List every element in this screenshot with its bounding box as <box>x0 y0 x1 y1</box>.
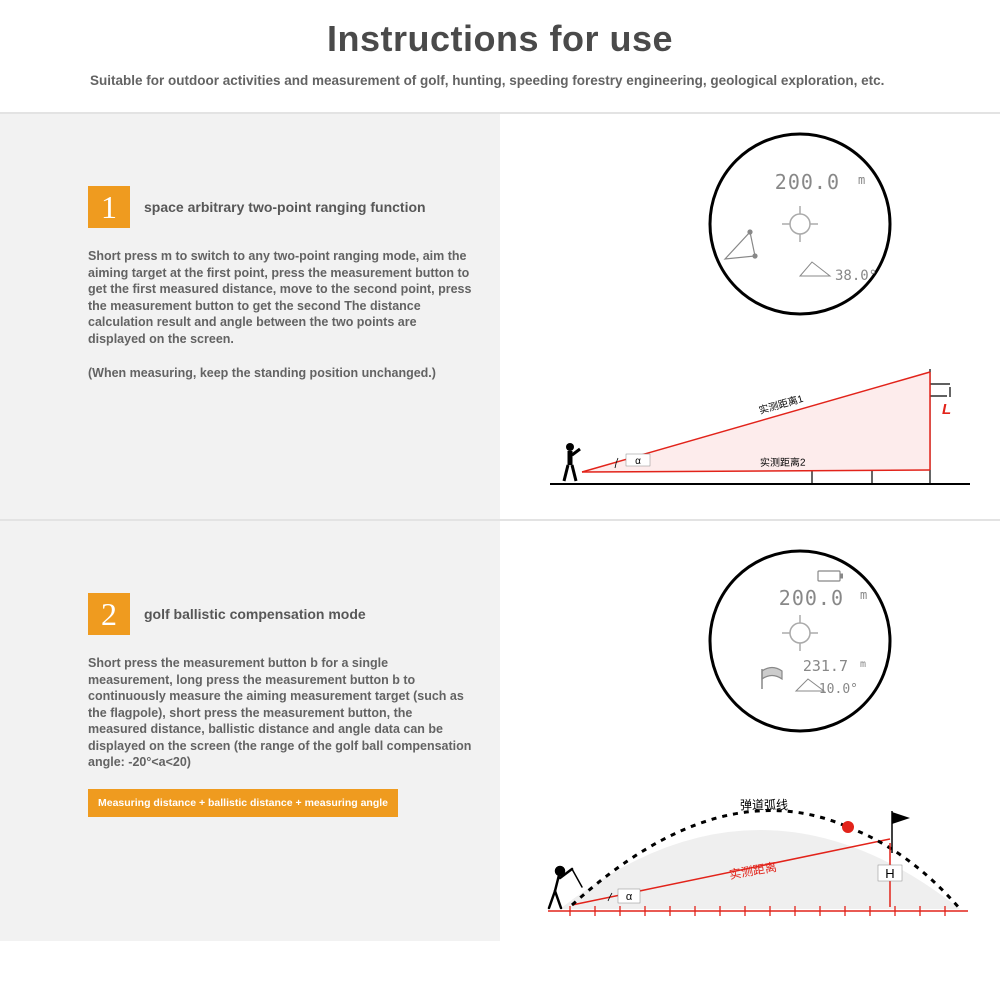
label-alpha-1: α <box>635 456 641 467</box>
section-1-text: 1 space arbitrary two-point ranging func… <box>0 114 500 519</box>
page-subtitle: Suitable for outdoor activities and meas… <box>90 72 910 90</box>
label-H: H <box>885 866 894 881</box>
label-dist-bottom: 实测距离2 <box>760 456 806 469</box>
section-2-text: 2 golf ballistic compensation mode Short… <box>0 521 500 941</box>
section-1: 1 space arbitrary two-point ranging func… <box>0 112 1000 519</box>
display2-unit1: m <box>860 588 867 602</box>
display2-angle: 10.0° <box>819 682 858 697</box>
section-1-note: (When measuring, keep the standing posit… <box>88 365 472 382</box>
section-2-badge: Measuring distance + ballistic distance … <box>88 789 398 817</box>
label-alpha-2: α <box>626 891 633 903</box>
section-1-body: Short press m to switch to any two-point… <box>88 248 472 347</box>
section-1-diagram: 200.0 m 38.0° <box>500 114 1000 519</box>
display-unit-1: m <box>858 173 865 187</box>
section-2-body: Short press the measurement button b for… <box>88 655 472 771</box>
label-L: L <box>942 401 951 418</box>
step-number-1: 1 <box>88 186 130 228</box>
display2-distance2: 231.7 <box>803 657 848 675</box>
display-angle-1: 38.0° <box>835 268 877 284</box>
display2-distance1: 200.0 <box>779 586 844 610</box>
step-number-2: 2 <box>88 593 130 635</box>
section-2: 2 golf ballistic compensation mode Short… <box>0 519 1000 941</box>
section-1-title: space arbitrary two-point ranging functi… <box>144 199 426 215</box>
section-2-diagram: 200.0 m 231.7 m 10.0° <box>500 521 1000 941</box>
page-title: Instructions for use <box>90 18 910 60</box>
header: Instructions for use Suitable for outdoo… <box>0 0 1000 112</box>
display-distance-1: 200.0 <box>775 170 840 194</box>
display2-unit2: m <box>860 659 866 670</box>
section-2-title: golf ballistic compensation mode <box>144 606 366 622</box>
arc-label: 弹道弧线 <box>740 798 788 812</box>
